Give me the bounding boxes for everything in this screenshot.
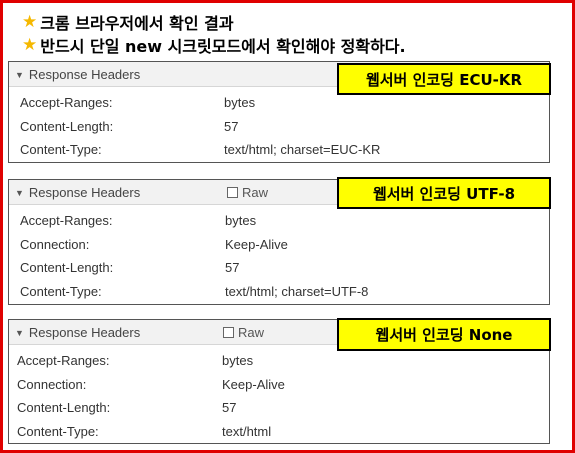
- triangle-down-icon: ▼: [15, 69, 24, 80]
- header-value: bytes: [224, 95, 256, 110]
- response-headers-panel-euckr: ▼ Response Headers Accept-Ranges: bytes …: [8, 61, 550, 163]
- note-line-1: ★ 크롬 브라우저에서 확인 결과: [22, 10, 234, 34]
- raw-label: Raw: [242, 185, 269, 200]
- header-value: text/html; charset=UTF-8: [225, 283, 369, 299]
- header-value: 57: [225, 260, 240, 275]
- header-key: Connection:: [20, 236, 90, 252]
- header-row: Content-Length: 57: [9, 115, 549, 139]
- header-row: Accept-Ranges: bytes: [9, 91, 549, 115]
- encoding-tag-euckr: 웹서버 인코딩 ECU-KR: [337, 63, 551, 95]
- header-row: Content-Type: text/html; charset=EUC-KR: [9, 138, 549, 162]
- response-headers-toggle[interactable]: ▼ Response Headers: [15, 325, 140, 340]
- header-key: Accept-Ranges:: [17, 353, 110, 368]
- triangle-down-icon: ▼: [15, 327, 24, 338]
- header-value: text/html; charset=EUC-KR: [224, 142, 381, 157]
- header-key: Content-Length:: [20, 118, 114, 134]
- encoding-tag-none: 웹서버 인코딩 None: [337, 318, 551, 351]
- header-row: Accept-Ranges: bytes: [9, 209, 549, 233]
- panel-title: Response Headers: [28, 67, 141, 82]
- star-icon: ★: [22, 34, 38, 55]
- header-row: Content-Type: text/html: [9, 420, 549, 444]
- header-value: text/html: [222, 423, 272, 439]
- header-row: Connection: Keep-Alive: [9, 233, 549, 257]
- header-row: Content-Type: text/html; charset=UTF-8: [9, 280, 549, 304]
- header-key: Accept-Ranges:: [20, 213, 113, 228]
- panel-title: Response Headers: [28, 325, 141, 340]
- header-value: Keep-Alive: [225, 236, 288, 252]
- triangle-down-icon: ▼: [15, 187, 24, 198]
- note-text-1: 크롬 브라우저에서 확인 결과: [40, 14, 234, 33]
- header-row: Content-Length: 57: [9, 396, 549, 420]
- note-line-2: ★ 반드시 단일 new 시크릿모드에서 확인해야 정확하다.: [22, 33, 406, 57]
- header-key: Content-Length:: [17, 400, 111, 415]
- header-value: 57: [224, 118, 239, 134]
- header-row: Content-Length: 57: [9, 256, 549, 280]
- checkbox-icon[interactable]: [227, 187, 238, 198]
- raw-label: Raw: [238, 325, 265, 340]
- panel-title: Response Headers: [28, 185, 141, 200]
- note-text-2: 반드시 단일 new 시크릿모드에서 확인해야 정확하다.: [40, 37, 406, 56]
- header-key: Accept-Ranges:: [20, 95, 113, 110]
- header-key: Content-Type:: [20, 142, 102, 157]
- header-value: bytes: [225, 213, 257, 228]
- response-headers-toggle[interactable]: ▼ Response Headers: [15, 67, 140, 82]
- encoding-tag-utf8: 웹서버 인코딩 UTF-8: [337, 177, 551, 209]
- star-icon: ★: [22, 11, 38, 32]
- header-key: Content-Type:: [20, 283, 102, 299]
- header-key: Content-Type:: [17, 423, 99, 439]
- header-key: Content-Length:: [20, 260, 114, 275]
- header-row: Accept-Ranges: bytes: [9, 349, 549, 373]
- header-value: bytes: [222, 353, 254, 368]
- header-value: 57: [222, 400, 237, 415]
- checkbox-icon[interactable]: [223, 327, 234, 338]
- raw-checkbox[interactable]: Raw: [223, 325, 264, 340]
- header-row: Connection: Keep-Alive: [9, 373, 549, 397]
- response-headers-toggle[interactable]: ▼ Response Headers: [15, 185, 140, 200]
- raw-checkbox[interactable]: Raw: [227, 185, 268, 200]
- header-key: Connection:: [17, 376, 87, 392]
- header-value: Keep-Alive: [222, 376, 285, 392]
